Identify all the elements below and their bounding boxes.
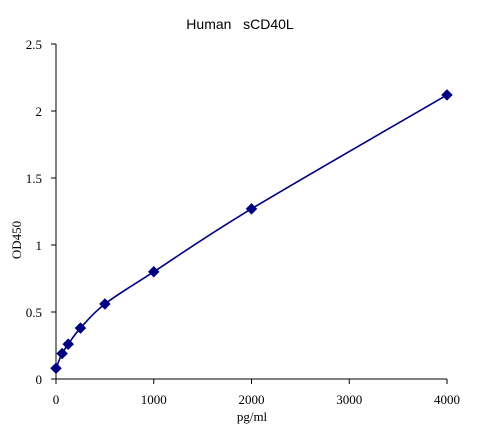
y-tick-label: 2	[36, 104, 43, 119]
data-point-marker	[147, 265, 160, 278]
data-point-marker	[62, 338, 75, 351]
x-tick-label: 0	[53, 392, 60, 407]
x-tick-label: 3000	[336, 392, 362, 407]
y-axis-title: OD450	[9, 221, 24, 259]
x-tick-label: 2000	[239, 392, 265, 407]
y-tick-label: 1.5	[26, 171, 42, 186]
x-axis-ticks: 0 1000 2000 3000 4000	[53, 379, 460, 407]
series-curve	[55, 94, 448, 369]
y-tick-label: 2.5	[26, 37, 42, 52]
data-point-marker	[245, 202, 258, 215]
data-point-marker	[74, 322, 87, 334]
data-point-marker	[441, 89, 453, 101]
y-tick-label: 0	[36, 372, 43, 387]
data-point-marker	[50, 362, 62, 375]
y-tick-label: 0.5	[26, 305, 42, 320]
series-markers	[50, 89, 453, 375]
x-axis-title: pg/ml	[237, 409, 268, 424]
chart-title: Human sCD40L	[186, 16, 294, 32]
data-point-marker	[56, 347, 68, 360]
x-tick-label: 1000	[141, 392, 167, 407]
y-axis-ticks: 0 0.5 1 1.5 2 2.5	[26, 37, 56, 387]
data-point-marker	[99, 298, 111, 310]
y-tick-label: 1	[36, 238, 43, 253]
x-tick-label: 4000	[434, 392, 460, 407]
